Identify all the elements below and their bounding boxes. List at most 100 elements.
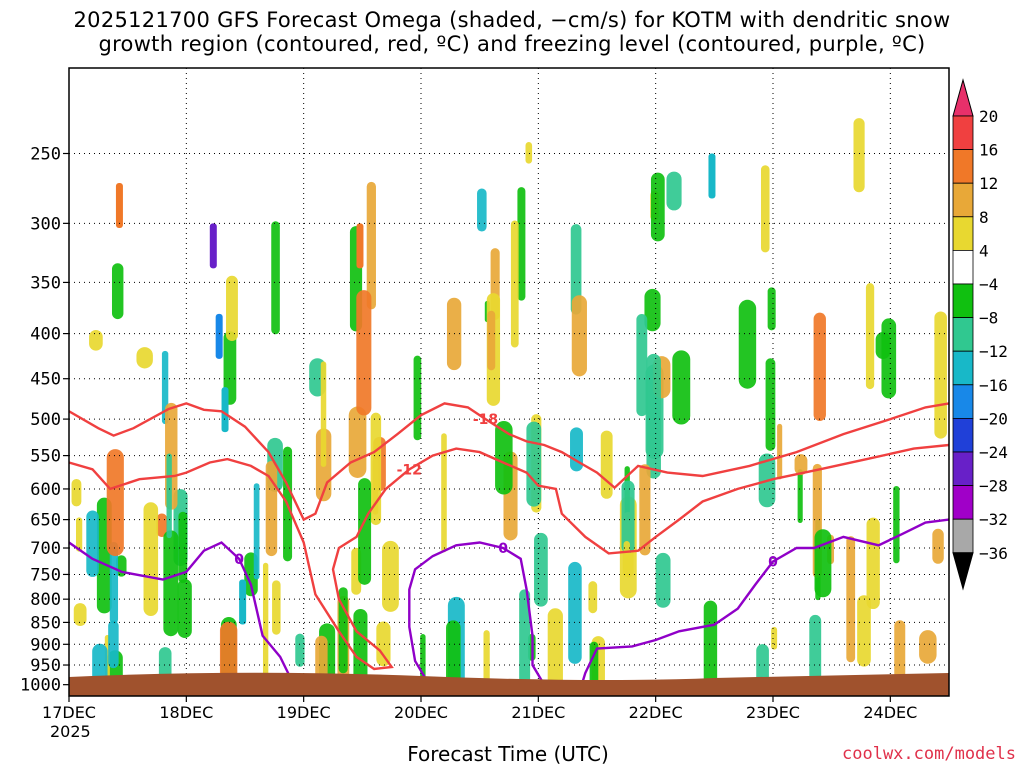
omega-shade-patch [650, 172, 665, 242]
colorbar-label: −12 [979, 342, 1008, 361]
omega-shade-patch [865, 283, 875, 390]
x-tick-label: 18DEC [159, 703, 213, 722]
contour-line [69, 443, 949, 671]
omega-shade-patch [794, 454, 808, 476]
colorbar-swatch [952, 451, 974, 486]
y-tick-label: 700 [30, 539, 61, 559]
omega-shade-patch [655, 552, 671, 608]
y-tick-label: 900 [30, 635, 61, 655]
colorbar-swatch [952, 115, 974, 150]
contour-line [69, 402, 949, 522]
colorbar-swatch [952, 417, 974, 453]
omega-core-patch [209, 223, 217, 269]
colorbar-label: −24 [979, 443, 1008, 462]
y-tick-label: 1000 [20, 676, 61, 696]
gridlines [68, 68, 949, 696]
omega-shade-patch [777, 423, 783, 480]
colorbar-top-arrow [952, 78, 974, 117]
y-tick-label: 450 [30, 370, 61, 390]
omega-shade-patch [441, 433, 447, 553]
omega-core-patch [356, 223, 364, 269]
colorbar-swatch [952, 149, 974, 184]
omega-shade-patch [519, 589, 531, 691]
omega-shade-patch [136, 347, 153, 369]
omega-shade-patch [621, 480, 635, 554]
contour-label: 0 [234, 552, 244, 568]
colorbar-label: −8 [979, 309, 998, 328]
omega-shade-patch [108, 620, 119, 669]
terrain-surface [69, 672, 949, 696]
omega-shade-patch [109, 541, 119, 624]
colorbar-label: 4 [979, 241, 989, 260]
colorbar-label: −32 [979, 510, 1008, 529]
omega-shade-patch [219, 621, 238, 696]
colorbar-bottom-arrow [952, 552, 974, 591]
plot-frame [68, 67, 950, 697]
omega-shade-patch [866, 517, 880, 610]
contour-line [69, 541, 305, 694]
y-tick-label: 850 [30, 613, 61, 633]
colorbar-label: 8 [979, 208, 989, 227]
colorbar-swatch [952, 317, 974, 352]
x-tick-label: 23DEC [746, 703, 800, 722]
omega-shade-patch [295, 633, 305, 667]
omega-shade-patch [623, 541, 630, 572]
omega-shade-patch [570, 224, 582, 315]
contour-line [408, 541, 552, 695]
contour-layer: -18 -12 0 0 0 [69, 402, 949, 695]
omega-shade-patch [666, 171, 682, 211]
y-tick-label: 300 [30, 214, 61, 234]
omega-shade-patch [370, 412, 382, 526]
contour-label: 0 [768, 554, 778, 570]
omega-shade-patch [348, 406, 367, 478]
colorbar-swatch [952, 249, 974, 285]
omega-shade-patch [893, 485, 900, 564]
omega-shade-patch [253, 483, 260, 580]
contour-label: -12 [397, 462, 422, 478]
source-credit: coolwx.com/models [842, 744, 1016, 764]
y-tick-label: 950 [30, 656, 61, 676]
colorbar-label: −36 [979, 544, 1008, 563]
x-tick-label: 24DEC [863, 703, 917, 722]
y-tick-label: 650 [30, 511, 61, 531]
y-tick-label: 600 [30, 480, 61, 500]
omega-shade-patch [760, 165, 770, 253]
omega-shade-patch [106, 449, 124, 556]
omega-shade-patch [534, 532, 548, 607]
colorbar-swatch [952, 518, 974, 554]
colorbar: 20 16 12 8 4 −4 −8 −12 −16 −20 −24 −28 −32 −36 [952, 78, 1008, 591]
omega-shade-patch [143, 502, 159, 616]
y-tick-label: 350 [30, 273, 61, 293]
omega-core-patch [708, 153, 716, 199]
omega-shade-patch [320, 361, 327, 467]
colorbar-swatch [952, 216, 974, 251]
omega-shade-patch [495, 421, 513, 495]
omega-shade-patch [71, 478, 82, 507]
omega-shade-patch [413, 355, 422, 441]
omega-shade-patch [272, 580, 281, 635]
omega-shade-patch [765, 358, 776, 451]
x-tick-label: 19DEC [277, 703, 331, 722]
y-tick-label: 750 [30, 565, 61, 585]
omega-shade-patch [510, 220, 519, 348]
omega-shade-patch [358, 478, 372, 585]
omega-shade-patch [271, 221, 280, 335]
omega-shade-patch [89, 330, 103, 351]
omega-shade-patch [376, 621, 391, 667]
colorbar-label: −28 [979, 477, 1008, 496]
omega-shade-patch [477, 188, 487, 232]
x-tick-label: 21DEC [511, 703, 565, 722]
omega-shade-patch [177, 579, 192, 638]
omega-shade-patch [223, 331, 237, 405]
omega-shade-patch [525, 142, 533, 164]
omega-shade-patch [738, 299, 757, 389]
colorbar-label: −4 [979, 275, 998, 294]
omega-shade-patch [356, 290, 372, 416]
omega-shade-patch [846, 536, 856, 663]
omega-shade-patch [547, 608, 563, 696]
x-tick-label: 17DEC [42, 703, 96, 722]
omega-shade-patch [366, 181, 376, 310]
omega-shade-patch [382, 540, 399, 612]
omega-shade-patch [588, 581, 598, 614]
omega-core-patch [221, 387, 229, 433]
